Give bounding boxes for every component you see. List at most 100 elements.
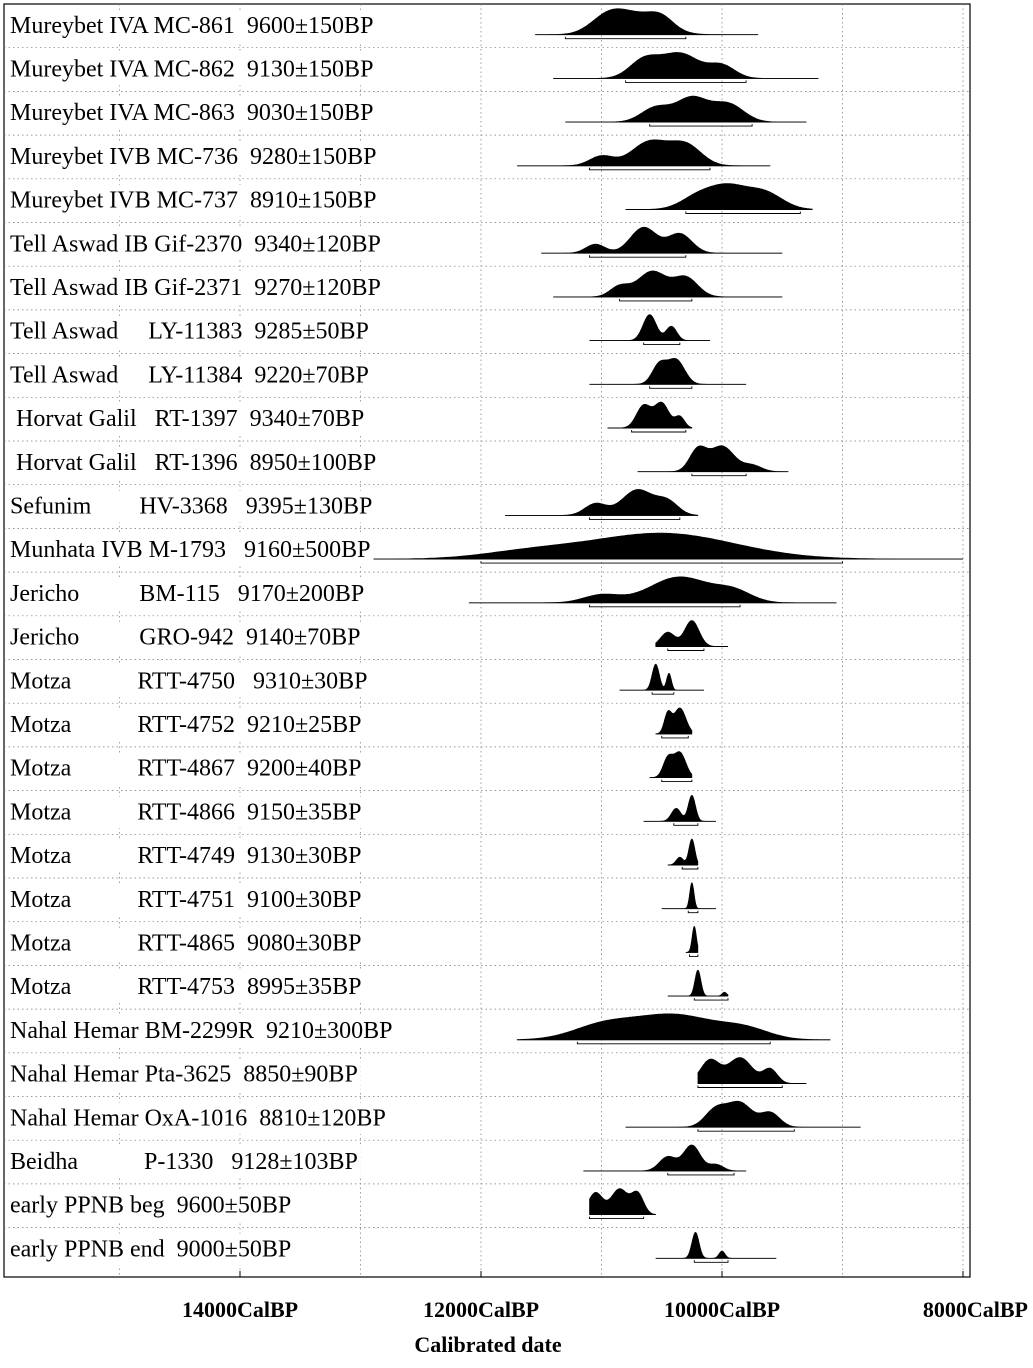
distribution-area: [589, 314, 710, 341]
range-bracket: [667, 648, 705, 651]
row-label-background: [7, 1233, 295, 1266]
range-bracket: [651, 692, 675, 695]
row-label-background: [7, 490, 376, 523]
row: Munhata IVB M-1793 9160±500BP: [4, 528, 970, 567]
row-label: Tell Aswad LY-11383 9285±50BP: [10, 319, 369, 345]
range-bracket: [649, 124, 753, 127]
distribution-area: [649, 751, 693, 778]
row: Nahal Hemar OxA-1016 8810±120BP: [4, 1096, 970, 1135]
range-bracket: [689, 954, 699, 957]
range-bracket: [649, 386, 693, 389]
x-tick-label: 14000CalBP: [182, 1297, 298, 1322]
row: early PPNB end 9000±50BP: [4, 1227, 970, 1266]
row: Jericho GRO-942 9140±70BP: [4, 615, 970, 654]
range-bracket: [667, 1172, 735, 1176]
row: Mureybet IVA MC-862 9130±150BP: [4, 47, 970, 86]
row-label-background: [7, 1189, 295, 1222]
distribution-area: [661, 882, 716, 909]
row: Mureybet IVB MC-736 9280±150BP: [4, 134, 970, 173]
row: Tell Aswad IB Gif-2370 9340±120BP: [4, 222, 970, 261]
distribution-area: [607, 401, 693, 429]
x-axis-title: Calibrated date: [414, 1332, 562, 1357]
row-label: Motza RTT-4866 9150±35BP: [10, 799, 362, 825]
row-label-background: [7, 1146, 361, 1178]
range-bracket: [631, 430, 687, 433]
row: Mureybet IVA MC-863 9030±150BP: [4, 91, 970, 130]
row-label: early PPNB end 9000±50BP: [10, 1236, 291, 1262]
range-bracket: [697, 1085, 783, 1088]
row-label: Tell Aswad LY-11384 9220±70BP: [10, 362, 369, 388]
row-label-background: [7, 447, 380, 479]
row: Motza RTT-4867 9200±40BP: [4, 746, 970, 785]
row-label: Sefunim HV-3368 9395±130BP: [10, 494, 372, 520]
range-bracket: [673, 823, 699, 826]
distribution-area: [637, 445, 789, 472]
row: Tell Aswad LY-11384 9220±70BP: [4, 353, 970, 392]
row-label-background: [7, 228, 384, 261]
row-label-background: [7, 141, 380, 173]
row-label-background: [7, 97, 377, 130]
row-label: Mureybet IVB MC-736 9280±150BP: [10, 144, 377, 170]
range-bracket: [691, 473, 747, 477]
row: Motza RTT-4750 9310±30BP: [4, 659, 970, 698]
distribution-area: [541, 226, 783, 254]
distribution-area: [565, 95, 807, 123]
distribution-area: [625, 1100, 861, 1128]
row: Mureybet IVA MC-861 9600±150BP: [7, 8, 759, 42]
distribution-area: [589, 358, 747, 385]
row: Jericho BM-115 9170±200BP: [4, 571, 970, 610]
row: Motza RTT-4865 9080±30BP: [4, 921, 970, 960]
row: Motza RTT-4752 9210±25BP: [4, 702, 970, 741]
distribution-area: [619, 663, 704, 691]
row-label: Motza RTT-4867 9200±40BP: [10, 756, 362, 782]
row: Mureybet IVB MC-737 8910±150BP: [4, 178, 970, 217]
row: Nahal Hemar BM-2299R 9210±300BP: [4, 1008, 970, 1047]
row-label-background: [7, 1015, 396, 1047]
distribution-area: [505, 489, 699, 516]
row-label-background: [7, 315, 372, 348]
range-bracket: [480, 561, 843, 564]
row: Sefunim HV-3368 9395±130BP: [4, 484, 970, 523]
row-label-background: [7, 578, 368, 610]
range-bracket: [564, 36, 687, 40]
row-label: Motza RTT-4753 8995±35BP: [10, 974, 362, 1000]
row-label-background: [7, 534, 374, 567]
row-label: early PPNB beg 9600±50BP: [10, 1193, 291, 1219]
row-label: Jericho GRO-942 9140±70BP: [10, 625, 361, 651]
row: Motza RTT-4753 8995±35BP: [4, 965, 970, 1004]
distribution-area: [517, 139, 771, 167]
distribution-area: [535, 8, 759, 35]
row-label-background: [7, 1102, 389, 1135]
row-label-background: [7, 272, 384, 304]
range-bracket: [589, 517, 681, 520]
row-label-background: [7, 359, 372, 392]
distribution-area: [655, 707, 693, 735]
x-axis-ticks: 14000CalBP 12000CalBP 10000CalBP 8000CalBP: [182, 1271, 1028, 1322]
row-label: Mureybet IVA MC-862 9130±150BP: [10, 57, 373, 83]
row-label: Motza RTT-4749 9130±30BP: [10, 843, 362, 869]
distribution-area: [589, 1188, 656, 1215]
row-label: Motza RTT-4865 9080±30BP: [10, 931, 362, 957]
row-label: Mureybet IVA MC-861 9600±150BP: [10, 13, 373, 39]
range-bracket: [693, 998, 729, 1001]
row-label: Motza RTT-4751 9100±30BP: [10, 887, 362, 913]
row-label-background: [7, 10, 377, 42]
distribution-area: [553, 270, 783, 298]
distribution-area: [583, 1144, 747, 1172]
plot-frame: [3, 3, 971, 1278]
row: Motza RTT-4751 9100±30BP: [4, 877, 970, 916]
row-label: Nahal Hemar OxA-1016 8810±120BP: [10, 1105, 386, 1131]
range-bracket: [625, 80, 747, 83]
row-label: Horvat Galil RT-1396 8950±100BP: [10, 450, 376, 476]
row-label-background: [7, 1058, 361, 1091]
distribution-area: [685, 926, 699, 953]
row: Motza RTT-4866 9150±35BP: [4, 790, 970, 829]
row: Tell Aswad LY-11383 9285±50BP: [4, 309, 970, 348]
row: early PPNB beg 9600±50BP: [4, 1183, 970, 1222]
x-tick-label: 8000CalBP: [923, 1297, 1028, 1322]
row-label-background: [7, 621, 364, 654]
row: Horvat Galil RT-1396 8950±100BP: [4, 440, 970, 479]
row-label-background: [7, 796, 365, 829]
range-bracket: [576, 1041, 771, 1045]
